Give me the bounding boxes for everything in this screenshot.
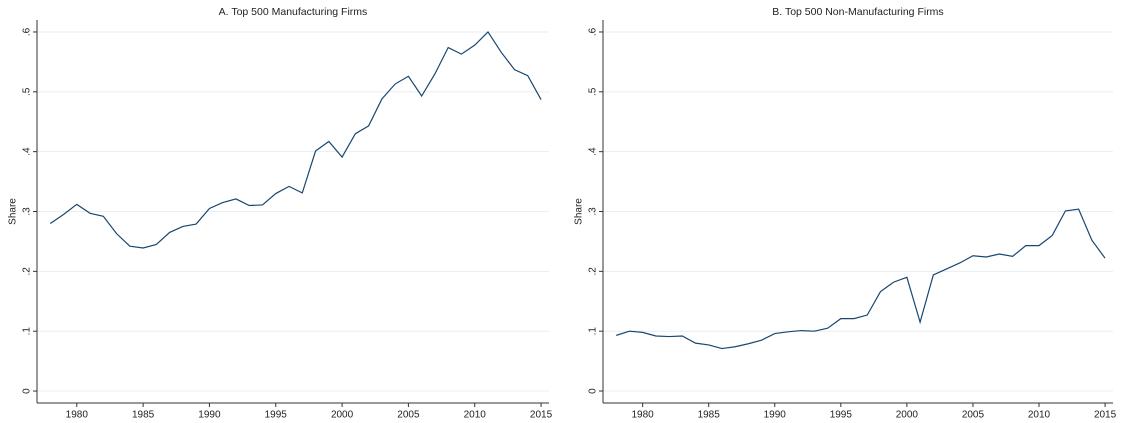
y-tick-label: 0 — [588, 388, 599, 394]
data-line — [616, 208, 1106, 350]
y-tick-label: .5 — [588, 87, 599, 96]
y-tick-label: .2 — [588, 267, 599, 276]
x-tick-label: 2000 — [331, 410, 354, 421]
x-tick-label: 2005 — [397, 410, 420, 421]
y-tick-label: .4 — [588, 147, 599, 156]
x-tick-label: 1995 — [830, 410, 853, 421]
x-tick-label: 2005 — [962, 410, 985, 421]
x-tick-label: 1980 — [66, 410, 89, 421]
chart-title: B. Top 500 Non-Manufacturing Firms — [772, 6, 943, 18]
x-tick-label: 2015 — [1094, 410, 1117, 421]
x-tick-label: 1990 — [764, 410, 787, 421]
y-tick-label: .1 — [588, 327, 599, 336]
y-tick-label: .2 — [22, 267, 33, 276]
y-tick-label: .1 — [22, 327, 33, 336]
y-tick-label: .3 — [22, 207, 33, 216]
chart-title: A. Top 500 Manufacturing Firms — [219, 6, 368, 18]
y-axis-label: Share — [8, 198, 19, 225]
x-tick-label: 1990 — [198, 410, 221, 421]
x-tick-label: 2010 — [1028, 410, 1051, 421]
x-tick-label: 1985 — [698, 410, 721, 421]
y-tick-label: .4 — [22, 147, 33, 156]
x-tick-label: 1995 — [265, 410, 288, 421]
data-line — [49, 31, 542, 249]
x-tick-label: 1985 — [132, 410, 155, 421]
y-tick-label: .6 — [22, 27, 33, 36]
x-tick-label: 1980 — [632, 410, 655, 421]
y-tick-label: .5 — [22, 87, 33, 96]
x-tick-label: 2015 — [530, 410, 553, 421]
x-tick-label: 2000 — [896, 410, 919, 421]
y-axis-label: Share — [574, 198, 585, 225]
y-tick-label: .6 — [588, 27, 599, 36]
y-tick-label: .3 — [588, 207, 599, 216]
y-tick-label: 0 — [22, 388, 33, 394]
x-tick-label: 2010 — [464, 410, 487, 421]
